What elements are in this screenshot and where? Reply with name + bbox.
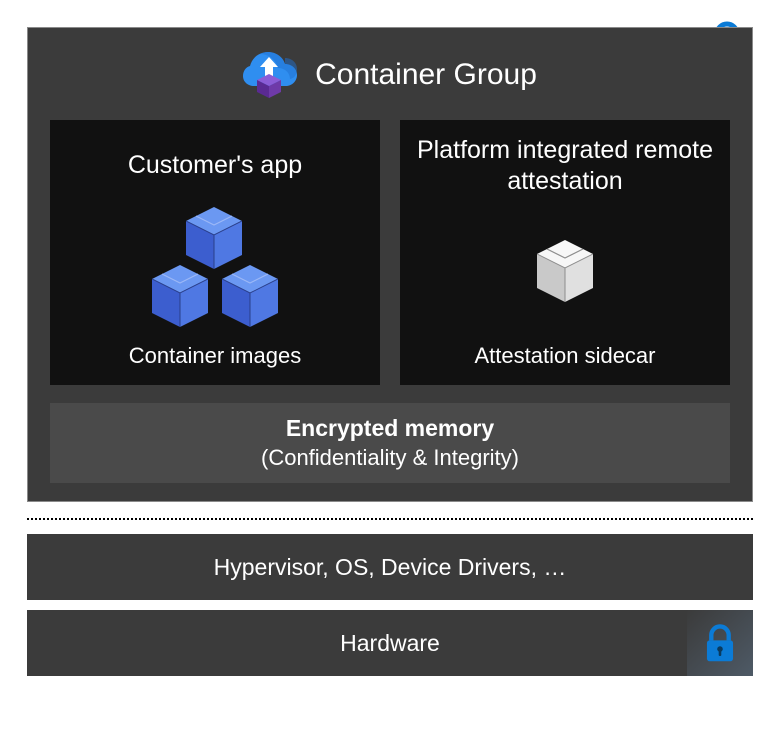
panels-row: Customer's app Container images Platform… [50, 120, 730, 385]
diagram-canvas: Container Group Customer's app Container… [27, 27, 753, 716]
lock-icon [700, 621, 740, 665]
layer-hardware: Hardware [27, 610, 753, 676]
layer-hypervisor: Hypervisor, OS, Device Drivers, … [27, 534, 753, 600]
panel-title: Platform integrated remote attestation [414, 134, 716, 198]
cloud-upload-container-icon [243, 50, 299, 100]
cube-icon [222, 265, 278, 327]
encrypted-memory-title: Encrypted memory [286, 414, 494, 444]
layer-label: Hardware [340, 630, 440, 657]
layer-label: Hypervisor, OS, Device Drivers, … [214, 554, 567, 581]
cube-icon [152, 265, 208, 327]
encrypted-memory-bar: Encrypted memory (Confidentiality & Inte… [50, 403, 730, 483]
attestation-sidecar-graphic [414, 198, 716, 343]
panel-caption: Container images [129, 343, 301, 369]
hardware-lock-slot [687, 610, 753, 676]
panel-title: Customer's app [128, 134, 302, 198]
panel-caption: Attestation sidecar [475, 343, 656, 369]
container-group-title: Container Group [315, 58, 537, 92]
container-images-graphic [64, 198, 366, 343]
cube-icon [186, 207, 242, 269]
container-group-header: Container Group [50, 48, 730, 120]
container-group-box: Container Group Customer's app Container… [27, 27, 753, 502]
cube-icon [537, 240, 593, 302]
panel-customer-app: Customer's app Container images [50, 120, 380, 385]
panel-attestation: Platform integrated remote attestation A… [400, 120, 730, 385]
trust-boundary-divider [27, 518, 753, 520]
encrypted-memory-subtitle: (Confidentiality & Integrity) [261, 444, 519, 473]
three-cube-cluster [140, 207, 290, 335]
